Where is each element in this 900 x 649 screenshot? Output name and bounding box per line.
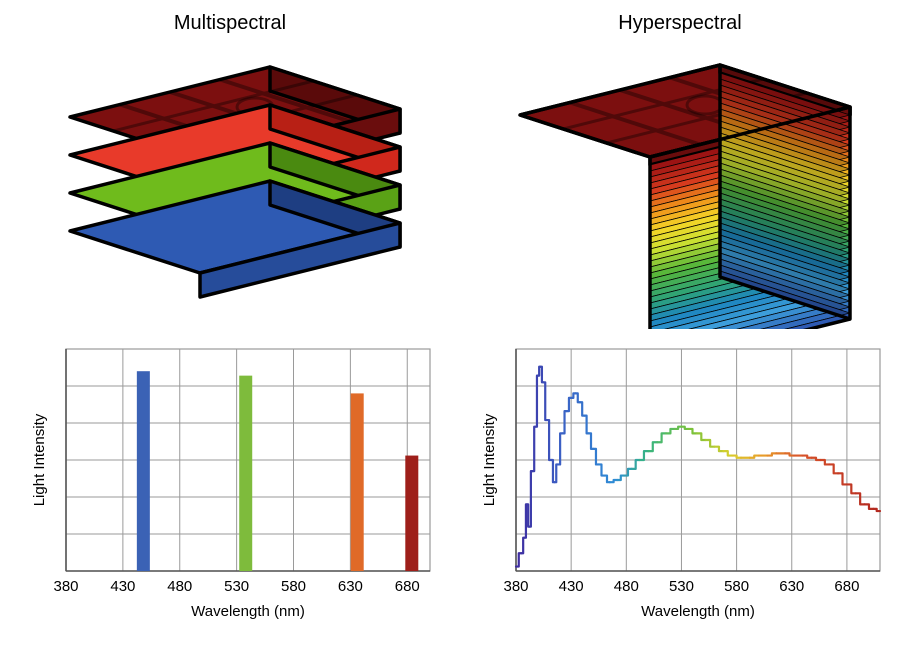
svg-text:680: 680 [834, 578, 859, 595]
svg-text:530: 530 [224, 578, 249, 595]
svg-text:630: 630 [779, 578, 804, 595]
svg-text:380: 380 [503, 578, 528, 595]
svg-text:380: 380 [53, 578, 78, 595]
figure-grid: Multispectral Hyperspectral 380430480530… [20, 12, 880, 629]
svg-text:680: 680 [395, 578, 420, 595]
svg-text:Light Intensity: Light Intensity [481, 413, 498, 506]
left-title: Multispectral [20, 12, 440, 35]
svg-text:480: 480 [167, 578, 192, 595]
svg-text:530: 530 [669, 578, 694, 595]
right-title: Hyperspectral [470, 12, 890, 35]
svg-text:Light Intensity: Light Intensity [31, 413, 48, 506]
svg-text:430: 430 [559, 578, 584, 595]
svg-text:Wavelength (nm): Wavelength (nm) [191, 603, 305, 620]
svg-text:630: 630 [338, 578, 363, 595]
svg-text:580: 580 [281, 578, 306, 595]
hyperspectral-cube [470, 49, 890, 329]
svg-text:Wavelength (nm): Wavelength (nm) [641, 603, 755, 620]
hyperspectral-chart: 380 430 480 530 580 630 680 Wavelength (nm) Ligh… [470, 339, 890, 629]
multispectral-cube [20, 49, 440, 329]
svg-text:480: 480 [614, 578, 639, 595]
svg-text:430: 430 [110, 578, 135, 595]
svg-text:580: 580 [724, 578, 749, 595]
multispectral-chart: 380 430 480 530 580 630 680 Wavelength (nm) Ligh… [20, 339, 440, 629]
